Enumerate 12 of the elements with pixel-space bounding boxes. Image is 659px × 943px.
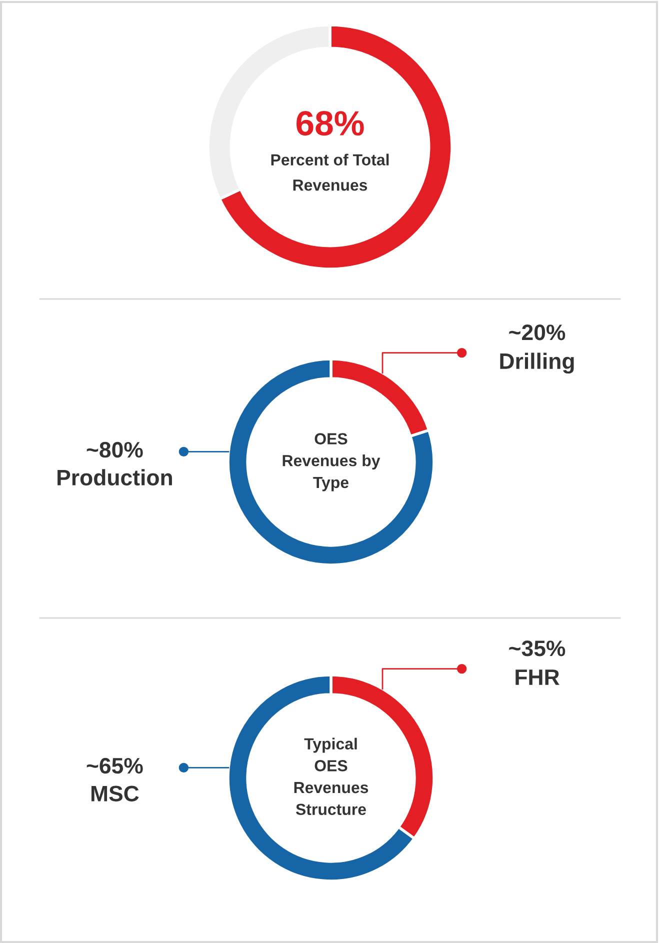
slice-label: MSC xyxy=(91,786,139,802)
data-label: ~65% xyxy=(86,758,143,774)
text: OES Revenues by Type xyxy=(282,433,380,492)
text: Percent of Total Revenues xyxy=(271,154,389,191)
legend-label: Drilling xyxy=(500,352,574,374)
data-label: ~35% xyxy=(509,640,566,656)
data-label: 68% xyxy=(296,110,364,136)
data-label: ~20% xyxy=(509,324,566,340)
slice-label: Production xyxy=(58,469,172,486)
data-label: ~80% xyxy=(86,442,143,458)
text: Typical OES Revenues Structure xyxy=(294,738,368,816)
legend-label: FHR xyxy=(516,670,560,685)
